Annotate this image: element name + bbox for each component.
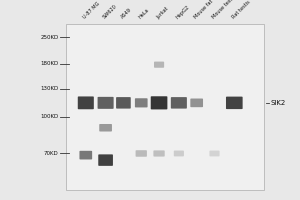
FancyBboxPatch shape: [209, 151, 220, 156]
Text: Mouse fat: Mouse fat: [193, 0, 214, 20]
Text: 180KD: 180KD: [40, 61, 58, 66]
FancyBboxPatch shape: [98, 154, 113, 166]
Text: 130KD: 130KD: [40, 86, 58, 91]
Text: Mouse testis: Mouse testis: [211, 0, 237, 20]
Text: 100KD: 100KD: [40, 114, 58, 119]
Text: 250KD: 250KD: [40, 35, 58, 40]
Text: Rat testis: Rat testis: [231, 0, 251, 20]
FancyBboxPatch shape: [190, 99, 203, 107]
Text: SW620: SW620: [102, 4, 118, 20]
FancyBboxPatch shape: [153, 150, 165, 157]
Text: Jurkat: Jurkat: [155, 6, 170, 20]
FancyBboxPatch shape: [99, 124, 112, 132]
FancyBboxPatch shape: [80, 151, 92, 159]
FancyBboxPatch shape: [98, 97, 114, 109]
FancyBboxPatch shape: [154, 62, 164, 68]
FancyBboxPatch shape: [174, 151, 184, 156]
FancyBboxPatch shape: [116, 97, 131, 109]
Text: HepG2: HepG2: [175, 4, 191, 20]
FancyBboxPatch shape: [135, 98, 148, 107]
FancyBboxPatch shape: [136, 150, 147, 157]
Bar: [66, 24, 264, 190]
Text: 70KD: 70KD: [44, 151, 58, 156]
FancyBboxPatch shape: [151, 96, 167, 109]
Text: U-87 MG: U-87 MG: [82, 1, 101, 20]
Text: HeLa: HeLa: [138, 8, 150, 20]
Text: AS49: AS49: [120, 7, 133, 20]
Text: SIK2: SIK2: [271, 100, 286, 106]
FancyBboxPatch shape: [226, 97, 243, 109]
FancyBboxPatch shape: [78, 96, 94, 109]
FancyBboxPatch shape: [171, 97, 187, 109]
